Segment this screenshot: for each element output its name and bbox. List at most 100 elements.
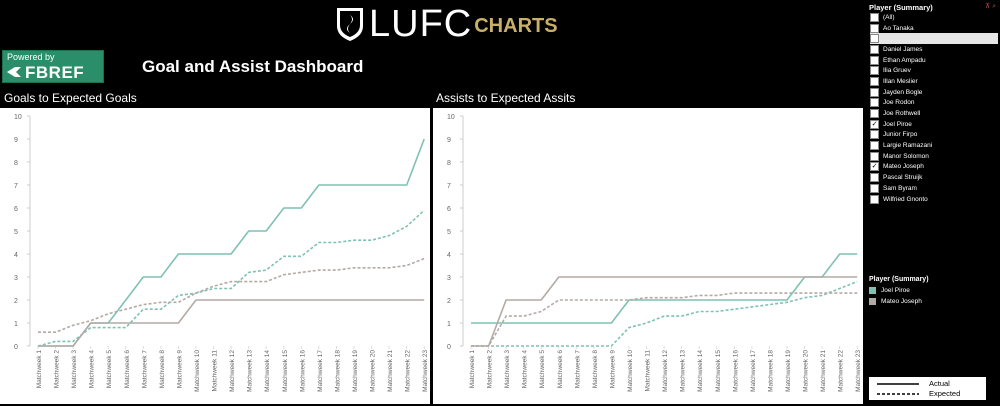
dashboard-title: Goal and Assist Dashboard [142,57,364,76]
x-tick-label: Matchweek 16 [732,350,739,392]
filter-item[interactable]: Jayden Bogle [870,87,998,98]
filter-item[interactable] [870,33,998,45]
x-tick-label: Matchweek 7 [574,350,581,389]
powered-by-fbref-badge[interactable]: Powered by FBREF [2,50,104,83]
x-tick-label: Matchweek 19 [352,350,359,392]
filter-item[interactable]: Joe Rothwell [870,108,998,119]
filter-item-label: Joel Piroe [883,120,912,128]
y-tick-label: 1 [14,321,18,328]
filter-checkbox[interactable] [870,12,879,22]
filter-item-label: Wilfried Gnonto [883,195,928,203]
x-tick-label: Matchweek 22 [838,350,845,392]
y-tick-label: 6 [14,206,18,213]
x-tick-label: Matchweek 23 [422,350,429,392]
y-tick-label: 4 [14,252,18,259]
y-tick-label: 8 [14,160,18,167]
filter-item[interactable]: ✓ Mateo Joseph [870,162,998,173]
filter-item-label: Ao Tanaka [883,24,914,32]
x-tick-label: Matchweek 17 [750,350,757,392]
x-tick-label: Matchweek 13 [680,350,687,392]
y-tick-label: 2 [447,298,451,305]
filter-checkbox[interactable] [870,34,879,44]
filter-item[interactable]: Ethan Ampadu [870,55,998,66]
filter-item[interactable]: Wilfried Gnonto [870,194,998,205]
filter-checkbox[interactable]: ✓ [870,162,879,172]
filter-clear-icon[interactable]: ⊼ ⌕ [985,3,996,10]
filter-item[interactable]: Ilia Gruev [870,65,998,76]
filter-checkbox[interactable] [870,98,879,108]
series-line-joel-piroe-actual[interactable] [38,138,425,347]
x-tick-label: Matchweek 5 [106,350,113,389]
filter-item[interactable]: Junior Firpo [870,130,998,141]
x-tick-label: Matchweek 9 [609,350,616,389]
x-tick-label: Matchweek 18 [767,350,774,392]
series-line-mateo-joseph-actual[interactable] [38,299,425,347]
series-line-joel-piroe-actual[interactable] [471,253,858,324]
filter-item-label: (All) [883,13,895,21]
filter-item[interactable]: Sam Byram [870,183,998,194]
y-tick-label: 5 [14,229,18,236]
filter-checkbox[interactable] [870,109,879,119]
x-tick-label: Matchweek 5 [539,350,546,389]
filter-checkbox[interactable] [870,55,879,65]
fbref-brand: FBREF [25,63,85,82]
x-tick-label: Matchweek 20 [803,350,810,392]
series-line-mateo-joseph-actual[interactable] [471,276,858,347]
x-tick-label: Matchweek 15 [715,350,722,392]
legend-item-mateo-joseph[interactable]: Mateo Joseph [869,298,922,305]
x-tick-label: Matchweek 13 [247,350,254,392]
filter-item[interactable]: (All) [870,12,998,23]
series-line-mateo-joseph-expected[interactable] [38,257,425,333]
filter-checkbox[interactable] [870,173,879,183]
filter-checkbox[interactable] [870,44,879,54]
football-icon [7,67,21,77]
logo-sub-text: CHARTS [474,14,558,37]
x-tick-label: Matchweek 8 [159,350,166,389]
filter-checkbox[interactable] [870,194,879,204]
x-tick-label: Matchweek 11 [212,350,219,392]
series-line-joel-piroe-expected[interactable] [37,209,425,347]
filter-checkbox[interactable] [870,66,879,76]
series-line-mateo-joseph-expected[interactable] [471,292,858,347]
legend-item-joel-piroe[interactable]: Joel Piroe [869,287,910,294]
x-tick-label: Matchweek 12 [229,350,236,392]
filter-item[interactable]: Manor Solomon [870,151,998,162]
filter-checkbox[interactable] [870,141,879,151]
filter-title: Player (Summary) [869,3,933,12]
filter-item[interactable]: Daniel James [870,44,998,55]
filter-checkbox[interactable] [870,151,879,161]
x-tick-label: Matchweek 2 [487,350,494,389]
y-tick-label: 9 [447,137,451,144]
legend-title: Player (Summary) [869,276,929,283]
filter-checkbox[interactable] [870,183,879,193]
filter-item[interactable]: Pascal Struijk [870,172,998,183]
filter-item[interactable]: Illan Meslier [870,76,998,87]
x-tick-label: Matchweek 12 [662,350,669,392]
filter-checkbox[interactable] [870,23,879,33]
filter-item[interactable]: ✓ Joel Piroe [870,119,998,130]
y-tick-label: 3 [447,275,451,282]
series-line-joel-piroe-expected[interactable] [471,280,858,347]
filter-item-label: Junior Firpo [883,131,918,139]
assists-chart-title: Assists to Expected Assits [436,91,576,105]
filter-item[interactable]: Largie Ramazani [870,140,998,151]
filter-item-label: Mateo Joseph [883,163,924,171]
y-tick-label: 1 [447,321,451,328]
filter-checkbox[interactable]: ✓ [870,119,879,129]
filter-item-label: Joe Rodon [883,99,915,107]
filter-item[interactable]: Ao Tanaka [870,23,998,34]
legend-label: Mateo Joseph [881,298,922,305]
filter-checkbox[interactable] [870,130,879,140]
y-tick-label: 2 [14,298,18,305]
legend-label: Joel Piroe [881,287,910,294]
x-tick-label: Matchweek 20 [370,350,377,392]
logo-main-text: LUFC [369,2,473,45]
filter-checkbox[interactable] [870,87,879,97]
filter-item-label: Largie Ramazani [883,142,933,150]
filter-item[interactable]: Joe Rodon [870,98,998,109]
filter-checkbox[interactable] [870,76,879,86]
legend-expected-label: Expected [929,389,961,398]
filter-item-label: Pascal Struijk [883,174,923,182]
x-tick-label: Matchweek 3 [71,350,78,389]
x-tick-label: Matchweek 10 [627,350,634,392]
